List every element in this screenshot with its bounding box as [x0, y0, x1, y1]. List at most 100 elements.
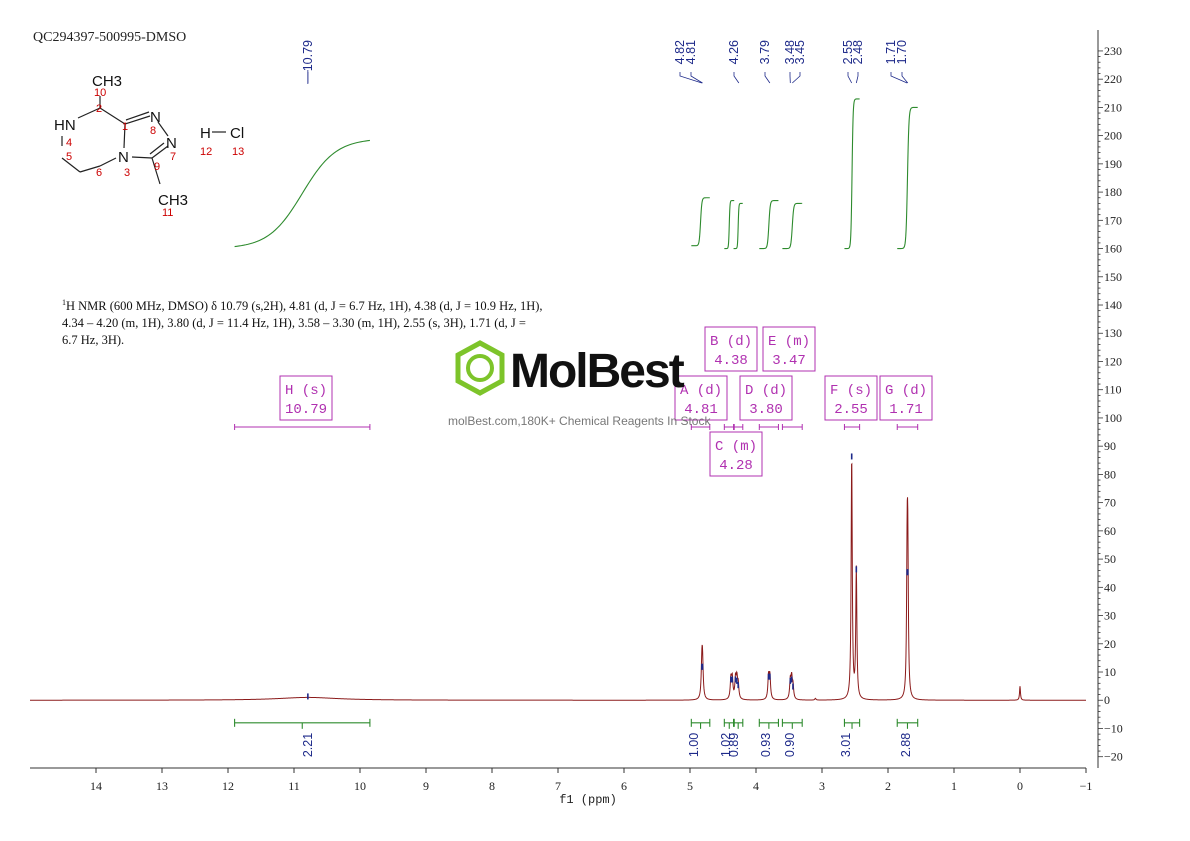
atom-number-10: 10	[94, 87, 106, 99]
y-tick-label: 140	[1104, 298, 1122, 312]
nucleus-superscript: 1	[62, 298, 66, 307]
integral-value: 2.88	[899, 733, 913, 757]
atom-n3: N	[118, 149, 129, 166]
multiplet-box	[674, 375, 728, 421]
multiplet-label: B (d)	[710, 334, 752, 350]
x-tick-label: 1	[951, 779, 957, 793]
integral-value: 0.90	[783, 733, 797, 757]
y-tick-label: −10	[1104, 721, 1123, 735]
y-tick-label: 20	[1104, 637, 1116, 651]
multiplet-box	[762, 326, 816, 372]
multiplet-shift: 1.71	[889, 402, 923, 418]
integral-value: 1.00	[687, 733, 701, 757]
multiplet-label: H (s)	[285, 383, 327, 399]
atom-number-11: 11	[162, 207, 173, 219]
y-tick-label: 40	[1104, 580, 1116, 594]
multiplet-label: D (d)	[745, 383, 787, 399]
x-tick-label: 4	[753, 779, 759, 793]
integral-curve	[844, 98, 860, 250]
y-tick-label: 30	[1104, 609, 1116, 623]
atom-number-3: 3	[124, 167, 130, 179]
atom-n7: N	[166, 135, 177, 152]
peak-label: 2.48	[851, 40, 865, 64]
atom-cl: Cl	[230, 125, 244, 142]
multiplet-box	[709, 431, 763, 477]
peak-label: 4.26	[727, 40, 741, 64]
multiplet-box	[704, 326, 758, 372]
atom-n8: N	[150, 109, 161, 126]
nmr-description-line-3: 6.7 Hz, 3H).	[62, 333, 125, 348]
x-tick-label: 6	[621, 779, 627, 793]
atom-ch3-bottom: CH3	[158, 192, 188, 209]
chemical-structure: CH3 HN N N N CH3 H Cl 10 2 1 8 4 5 6 3 9…	[54, 73, 244, 219]
y-tick-label: 70	[1104, 496, 1116, 510]
atom-number-6: 6	[96, 167, 102, 179]
x-tick-label: 0	[1017, 779, 1023, 793]
multiplet-shift: 4.38	[714, 353, 748, 369]
x-tick-label: 14	[90, 779, 102, 793]
atom-hn: HN	[54, 117, 76, 134]
integral-curve	[759, 200, 779, 250]
multiplet-label: C (m)	[715, 439, 757, 455]
peak-label-leader	[901, 72, 909, 84]
peak-label: 1.70	[895, 40, 909, 64]
integral-curve	[733, 202, 743, 250]
multiplet-label: G (d)	[885, 383, 927, 399]
spectrum-line	[30, 462, 1086, 701]
y-tick-label: 150	[1104, 270, 1122, 284]
multiplet-label: A (d)	[680, 383, 722, 399]
y-tick-label: 200	[1104, 129, 1122, 143]
atom-h: H	[200, 125, 211, 142]
multiplet-shift: 4.81	[684, 402, 718, 418]
integral-value: 0.93	[759, 733, 773, 757]
y-tick-label: 160	[1104, 242, 1122, 256]
watermark-tagline: molBest.com,180K+ Chemical Reagents In S…	[448, 414, 711, 428]
x-tick-label: 10	[354, 779, 366, 793]
peak-label-leader	[690, 72, 703, 84]
multiplet-shift: 10.79	[285, 402, 327, 418]
multiplet-box	[824, 375, 878, 421]
y-tick-label: 230	[1104, 44, 1122, 58]
x-tick-label: 11	[288, 779, 300, 793]
x-tick-label: 9	[423, 779, 429, 793]
integral-curve	[782, 202, 803, 250]
x-axis-title: f1 (ppm)	[559, 793, 617, 807]
y-tick-label: 130	[1104, 326, 1122, 340]
integral-curve	[234, 139, 370, 248]
x-tick-label: 8	[489, 779, 495, 793]
y-tick-label: 50	[1104, 552, 1116, 566]
y-tick-label: 10	[1104, 665, 1116, 679]
y-tick-label: 220	[1104, 72, 1122, 86]
atom-number-9: 9	[154, 161, 160, 173]
peak-label: 1.71	[884, 40, 898, 64]
multiplet-shift: 2.55	[834, 402, 868, 418]
y-tick-label: 90	[1104, 439, 1116, 453]
multiplet-shift: 3.80	[749, 402, 783, 418]
y-tick-label: 80	[1104, 467, 1116, 481]
nmr-description: 1H NMR (600 MHz, DMSO) δ 10.79 (s,2H), 4…	[62, 294, 642, 349]
molbest-logo-text: MolBest	[510, 345, 685, 398]
y-tick-label: 60	[1104, 524, 1116, 538]
nmr-description-line-2: 4.34 – 4.20 (m, 1H), 3.80 (d, J = 11.4 H…	[62, 316, 526, 331]
y-tick-label: −20	[1104, 750, 1123, 764]
peak-label: 4.82	[673, 40, 687, 64]
x-tick-label: 12	[222, 779, 234, 793]
integral-curve	[897, 106, 918, 250]
x-tick-label: 2	[885, 779, 891, 793]
nmr-description-line-1: H NMR (600 MHz, DMSO) δ 10.79 (s,2H), 4.…	[66, 299, 543, 314]
atom-ch3-top: CH3	[92, 73, 122, 90]
atom-number-5: 5	[66, 151, 72, 163]
integral-value: 1.02	[719, 733, 733, 757]
y-tick-label: 180	[1104, 185, 1122, 199]
peak-label: 10.79	[301, 40, 315, 71]
multiplet-label: E (m)	[768, 334, 810, 350]
multiplet-shift: 3.47	[772, 353, 806, 369]
atom-number-8: 8	[150, 125, 156, 137]
x-tick-label: 13	[156, 779, 168, 793]
peak-label: 3.79	[758, 40, 772, 64]
peak-label: 2.55	[841, 40, 855, 64]
integral-curve	[724, 200, 735, 250]
multiplet-box	[739, 375, 793, 421]
multiplet-label: F (s)	[830, 383, 872, 399]
